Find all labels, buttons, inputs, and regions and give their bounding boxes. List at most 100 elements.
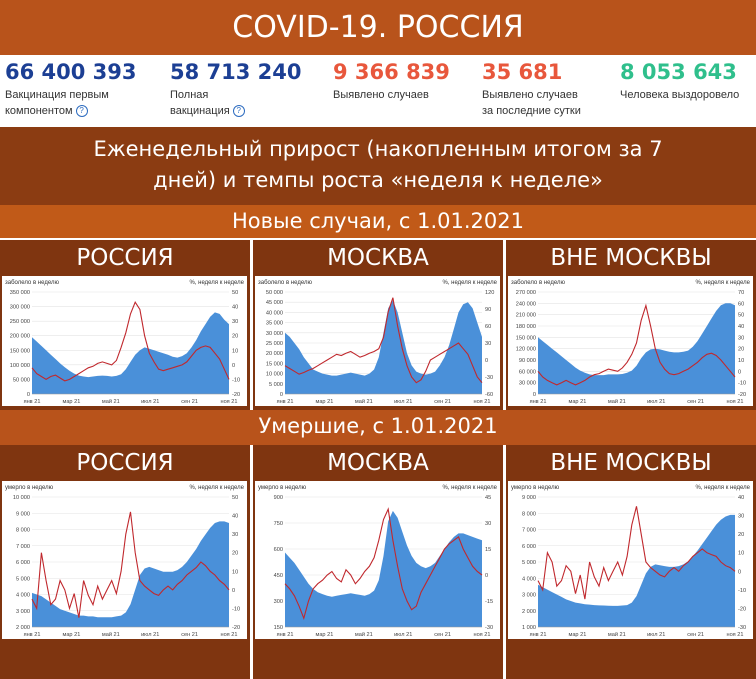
y-tick-label: 3 000 [522,593,536,599]
chart-panel: ВНЕ МОСКВЫ умерло в неделю %, неделя к не… [506,445,756,679]
series-area [538,303,735,394]
y-tick-label: 50 000 [266,290,283,296]
y-axis-label: умерло в неделю [511,485,560,491]
y-tick-label: 600 [274,547,283,553]
y2-tick-label: 50 [738,313,744,319]
y-tick-label: 250 000 [10,319,30,325]
y2-tick-label: -10 [232,606,240,612]
y2-tick-label: 60 [738,301,744,307]
page-title: COVID-19. РОССИЯ [0,0,756,55]
y2-tick-label: -20 [738,392,746,398]
y-tick-label: 100 000 [10,363,30,369]
x-tick-label: июл 21 [394,632,412,638]
x-tick-label: сен 21 [181,632,198,638]
stat-label: Выявлено случаев [333,89,429,101]
x-tick-label: сен 21 [181,399,198,405]
stats-bar: 66 400 393 Вакцинация первым компонентом?… [0,55,756,127]
y2-tick-label: 60 [485,324,491,330]
y2-tick-label: 0 [485,573,488,579]
y2-tick-label: 0 [738,569,741,575]
y-tick-label: 350 000 [10,290,30,296]
y2-tick-label: 10 [738,358,744,364]
help-icon[interactable]: ? [75,105,88,118]
y-tick-label: 7 000 [522,528,536,534]
y2-tick-label: 30 [738,514,744,520]
x-tick-label: мар 21 [315,399,333,405]
stat-value: 9 366 839 [333,60,450,84]
chart-svg: умерло в неделю %, неделя к неделе 900 750 6… [258,485,498,638]
y2-tick-label: 0 [485,358,488,364]
y2-tick-label: -15 [485,599,493,605]
series-area [32,521,229,627]
chart-area: умерло в неделю %, неделя к неделе 900 750 6… [255,481,500,639]
y2-tick-label: 20 [738,347,744,353]
series-line [537,303,736,386]
y2-tick-label: 40 [738,324,744,330]
y2-tick-label: 70 [738,290,744,296]
chart-svg: заболело в неделю %, неделя к неделе 350 0… [5,280,245,405]
y2-tick-label: 30 [738,335,744,341]
chart-area: заболело в неделю %, неделя к неделе 50 00… [255,276,500,406]
y2-axis-label: %, неделя к неделе [189,485,244,491]
stat-label: Человека выздоровело [620,89,740,101]
y2-axis-label: %, неделя к неделе [695,485,750,491]
y2-tick-label: -20 [232,625,240,631]
x-tick-label: май 21 [608,398,626,405]
y2-tick-label: -10 [232,377,240,383]
chart-area: заболело в неделю %, неделя к неделе 270 0… [508,276,753,406]
y-tick-label: 6 000 [522,544,536,550]
panel-title: МОСКВА [327,245,429,271]
y2-tick-label: 120 [485,290,494,296]
y-tick-label: 7 000 [16,544,30,550]
x-tick-label: янв 21 [24,632,41,638]
y2-tick-label: 10 [232,569,238,575]
y-tick-label: 9 000 [522,495,536,501]
panel-title: РОССИЯ [76,245,174,271]
series-area [32,312,229,394]
x-tick-label: янв 21 [530,399,547,405]
y-axis-label: умерло в неделю [5,485,54,491]
y-tick-label: 2 000 [522,609,536,615]
stat-label-2: вакцинация [170,105,230,117]
x-tick-label: июл 21 [141,632,159,638]
series-line [31,511,230,618]
y-tick-label: 240 000 [516,301,536,307]
chart-panel: МОСКВА заболело в неделю %, неделя к неде… [253,240,503,410]
y-tick-label: 40 000 [266,310,283,316]
x-tick-label: янв 21 [24,399,41,405]
y-tick-label: 900 [274,495,283,501]
section-title-deaths: Умершие, с 1.01.2021 [0,410,756,445]
y-tick-label: 300 [274,599,283,605]
y-tick-label: 20 000 [266,351,283,357]
stat-cases-day: 35 681 Выявлено случаев за последние сутк… [482,59,581,119]
chart-area: заболело в неделю %, неделя к неделе 350 0… [2,276,247,406]
y-tick-label: 270 000 [516,290,536,296]
chart-svg: умерло в неделю %, неделя к неделе 9 000 8 … [511,485,751,638]
y2-tick-label: 20 [232,334,238,340]
y-tick-label: 9 000 [16,511,30,517]
x-tick-label: май 21 [355,631,373,638]
chart-area: умерло в неделю %, неделя к неделе 9 000 8 … [508,481,753,639]
stat-label: Выявлено случаев [482,89,578,101]
y-tick-label: 4 000 [522,576,536,582]
stat-vaccination-first: 66 400 393 Вакцинация первым компонентом? [5,59,137,119]
y-tick-label: 8 000 [522,511,536,517]
y-tick-label: 5 000 [269,382,283,388]
y2-tick-label: 90 [485,307,491,313]
y-tick-label: 450 [274,573,283,579]
x-tick-label: янв 21 [530,632,547,638]
stat-label: Вакцинация первым [5,89,109,101]
y-tick-label: 750 [274,521,283,527]
help-icon[interactable]: ? [232,105,245,118]
y-tick-label: 15 000 [266,361,283,367]
series-line [284,507,483,621]
y2-tick-label: 40 [232,305,238,311]
y2-axis-label: %, неделя к неделе [189,280,244,286]
y-tick-label: 210 000 [516,313,536,319]
stat-label-2: за последние сутки [482,105,581,117]
y-tick-label: 6 000 [16,560,30,566]
x-tick-label: ноя 21 [473,399,490,405]
x-tick-label: май 21 [608,631,626,638]
y2-tick-label: -20 [738,606,746,612]
chart-panel: РОССИЯ заболело в неделю %, неделя к неде… [0,240,250,410]
